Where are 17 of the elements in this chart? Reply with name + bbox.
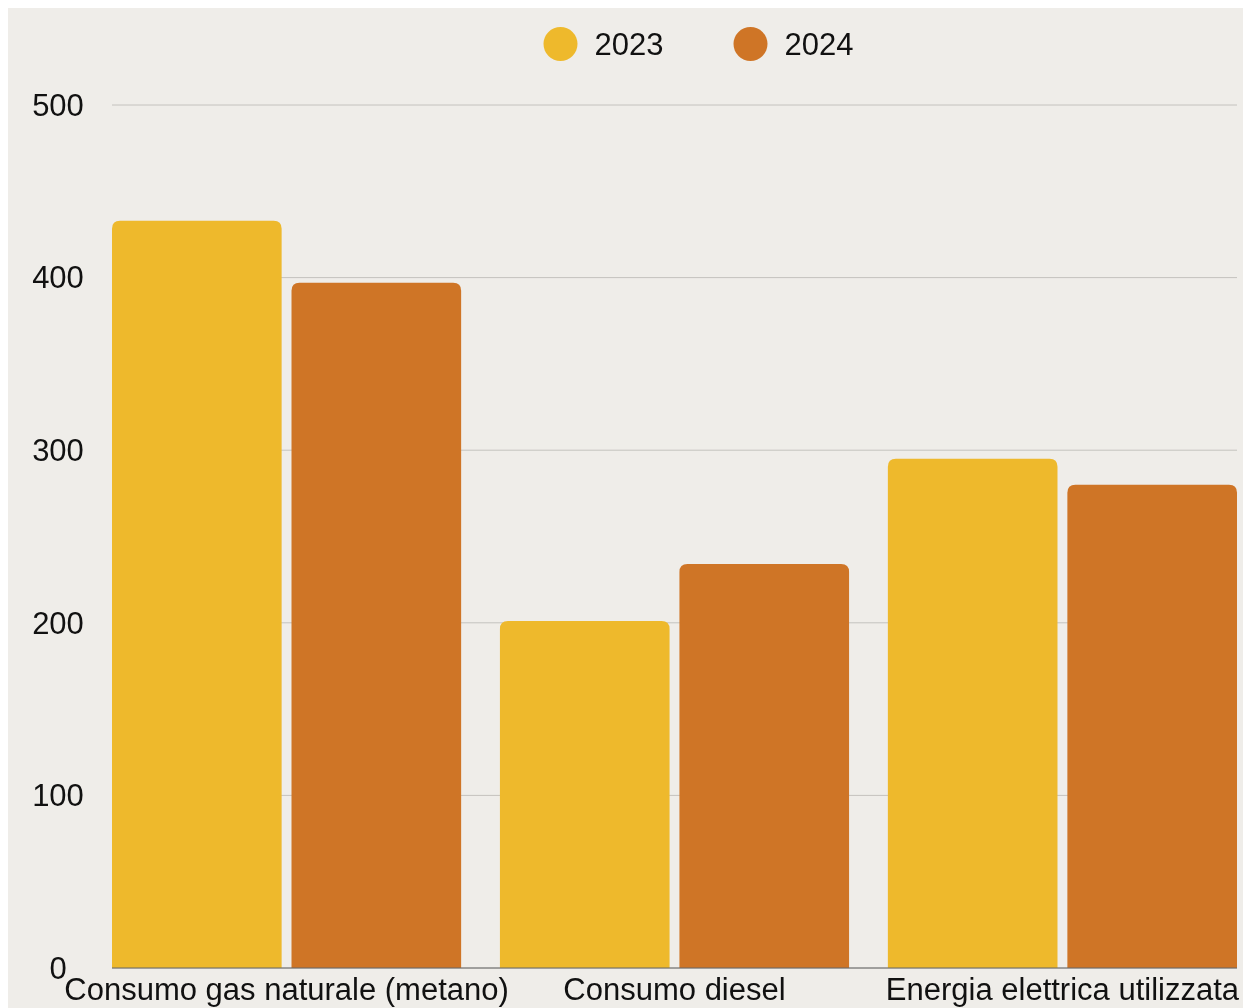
y-tick-label: 500 — [32, 87, 84, 123]
bar — [679, 564, 850, 968]
y-tick-label: 400 — [32, 260, 84, 296]
legend-label: 2023 — [594, 26, 664, 62]
bar — [1067, 484, 1237, 968]
y-tick-label: 0 — [49, 950, 67, 986]
x-tick-label: Consumo diesel — [563, 972, 786, 1007]
bar — [112, 220, 282, 968]
y-tick-label: 300 — [32, 433, 84, 469]
x-tick-label: Energia elettrica utilizzata — [885, 972, 1240, 1007]
bar — [291, 282, 462, 968]
y-tick-label: 100 — [32, 778, 84, 814]
x-tick-label: Consumo gas naturale (metano) — [64, 972, 509, 1007]
bar — [887, 458, 1058, 968]
legend-label: 2024 — [784, 26, 854, 62]
bar — [499, 621, 670, 968]
y-tick-label: 200 — [32, 605, 84, 641]
